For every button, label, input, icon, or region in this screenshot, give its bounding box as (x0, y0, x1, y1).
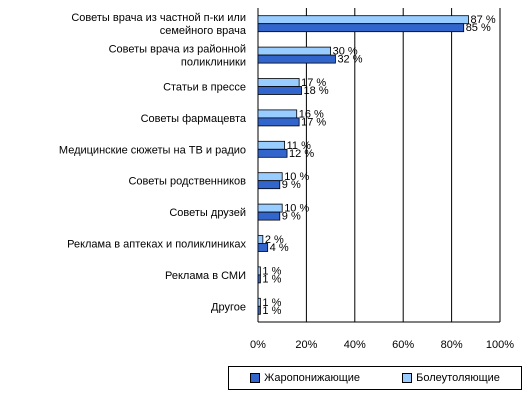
data-label: 9 % (282, 211, 301, 223)
bar (257, 180, 281, 190)
bar (257, 148, 288, 158)
data-label: 1 % (262, 265, 281, 277)
category-label: Реклама в аптеках и поликлиниках (67, 239, 246, 251)
bar (257, 23, 465, 33)
category-label: Советы фармацевта (141, 113, 247, 125)
x-tick-label: 100% (486, 339, 514, 351)
data-label: 17 % (301, 116, 326, 128)
data-label: 1 % (262, 297, 281, 309)
bar (257, 172, 283, 182)
data-label: 10 % (284, 171, 309, 183)
data-label: 4 % (270, 242, 289, 254)
bar (257, 305, 261, 315)
x-tick-label: 20% (295, 339, 317, 351)
x-tick-label: 60% (392, 339, 414, 351)
data-label: 12 % (289, 148, 314, 160)
legend-swatch-painkillers (402, 373, 413, 383)
x-tick-label: 80% (441, 339, 463, 351)
x-tick-label: 0% (250, 339, 266, 351)
category-label: Реклама в СМИ (165, 270, 246, 282)
bar (257, 78, 300, 87)
category-label: Медицинские сюжеты на ТВ и радио (59, 144, 246, 156)
bar (257, 86, 302, 95)
legend: Жаропонижающие Болеутоляющие (228, 366, 522, 390)
data-label: 1 % (262, 305, 281, 317)
bar (257, 297, 261, 307)
bar (257, 203, 283, 213)
category-label: семейного врача (160, 25, 247, 37)
bar (257, 140, 286, 150)
category-label: поликлиники (181, 57, 246, 69)
data-label: 32 % (337, 54, 362, 66)
data-label: 85 % (466, 22, 491, 34)
data-label: 2 % (265, 234, 284, 246)
data-label: 10 % (284, 203, 309, 215)
bar (257, 235, 264, 244)
category-label: Советы друзей (169, 207, 246, 219)
category-label: Советы врача из частной п-ки или (71, 12, 246, 24)
bar (257, 243, 269, 252)
data-label: 87 % (471, 14, 496, 26)
category-label: Советы родственников (128, 176, 246, 188)
bar (257, 15, 469, 25)
data-label: 17 % (301, 77, 326, 89)
bar (257, 117, 300, 127)
bar (257, 274, 261, 284)
legend-item-antipyretics: Жаропонижающие (250, 372, 360, 384)
legend-item-painkillers: Болеутоляющие (402, 372, 500, 384)
legend-swatch-antipyretics (250, 373, 261, 383)
bar (257, 211, 281, 221)
data-label: 1 % (262, 273, 281, 285)
bar (257, 54, 336, 64)
data-label: 16 % (299, 108, 324, 120)
category-label: Советы врача из районной (109, 44, 246, 56)
legend-label-painkillers: Болеутоляющие (416, 372, 500, 384)
x-tick-label: 40% (344, 339, 366, 351)
legend-label-antipyretics: Жаропонижающие (264, 372, 361, 384)
data-label: 9 % (282, 179, 301, 191)
data-label: 30 % (333, 46, 358, 58)
category-label: Другое (211, 301, 246, 313)
bar (257, 46, 331, 56)
data-label: 18 % (304, 85, 329, 97)
data-label: 11 % (287, 140, 311, 152)
category-label: Статьи в прессе (163, 82, 246, 94)
bar (257, 266, 261, 276)
bar (257, 109, 298, 119)
